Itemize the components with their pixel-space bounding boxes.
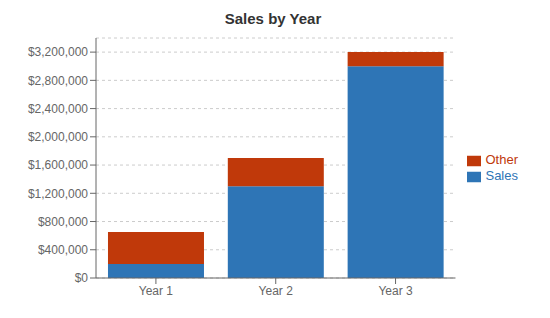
html-text:Sales by Year: Sales by Year [224,10,322,27]
html-text:Other: Other [485,152,518,168]
svg-text:$3,200,000: $3,200,000 [28,45,88,59]
svg-text:$2,800,000: $2,800,000 [28,74,88,88]
svg-text:Year 3: Year 3 [378,284,413,298]
svg-text:$0: $0 [75,271,89,285]
svg-text:Year 2: Year 2 [259,284,294,298]
svg-text:Year 1: Year 1 [139,284,174,298]
svg-text:$800,000: $800,000 [38,215,88,229]
svg-text:$400,000: $400,000 [38,243,88,257]
html-text:Sales: Sales [485,168,518,183]
svg-text:$1,200,000: $1,200,000 [28,187,88,201]
svg-text:$2,000,000: $2,000,000 [28,130,88,144]
svg-text:$1,600,000: $1,600,000 [28,158,88,172]
svg-text:$2,400,000: $2,400,000 [28,102,88,116]
